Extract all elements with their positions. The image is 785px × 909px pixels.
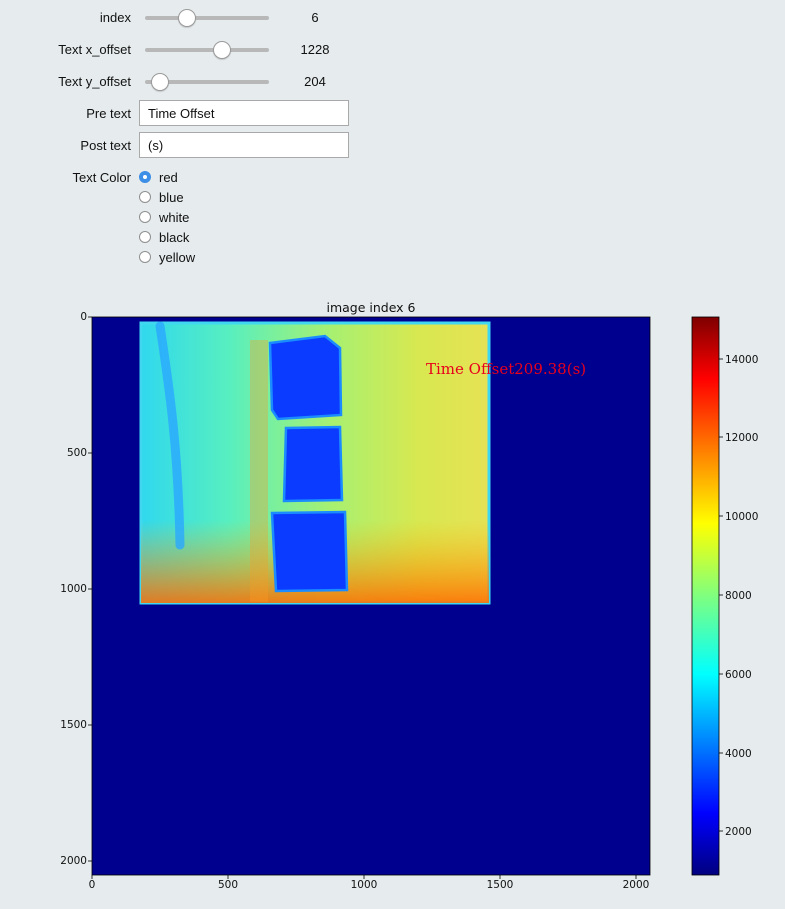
warm-band [141,520,489,603]
colorbar-tick-label: 4000 [725,748,752,760]
colorbar-tick-label: 6000 [725,669,752,681]
y-tick-label: 500 [67,447,87,459]
text-color-radio-white[interactable]: white [139,208,189,226]
dark-block-top [268,334,343,421]
colorbar-tick-label: 12000 [725,432,758,444]
radio-button[interactable] [139,211,151,223]
x-tick-label: 1500 [487,879,514,891]
y-tick-label: 2000 [60,855,87,867]
radio-button[interactable] [139,251,151,263]
colorbar-tick-label: 14000 [725,354,758,366]
radio-option-label: black [159,229,190,245]
overlay-text: Time Offset209.38(s) [426,360,586,378]
pre-text-label: Pre text [86,106,131,121]
text-color-radio-red[interactable]: red [139,168,178,186]
index-slider-thumb[interactable] [177,9,196,27]
pre-text-input[interactable] [139,100,349,126]
colorbar [691,316,720,876]
index-slider-track [145,16,269,20]
dark-block-middle [282,425,344,503]
radio-option-label: red [159,169,178,185]
y-tick-label: 1000 [60,583,87,595]
y-offset-slider-thumb[interactable] [150,73,169,91]
radio-option-label: yellow [159,249,196,265]
x-offset-slider-thumb[interactable] [212,41,231,59]
image-background [91,316,651,876]
sample-panel [141,323,489,603]
dark-block-bottom [270,510,349,593]
colorbar-tick-label: 10000 [725,511,758,523]
radio-option-label: white [159,209,190,225]
x-offset-slider[interactable] [145,41,269,59]
radio-button[interactable] [139,191,151,203]
y-offset-slider[interactable] [145,73,269,91]
y-offset-slider-track [145,80,269,84]
sample-panel-edge [139,321,491,605]
x-tick-label: 0 [89,879,96,891]
radio-button[interactable] [139,231,151,243]
warm-strip [250,340,268,602]
x-axis: 0 500 1000 1500 2000 [89,875,650,891]
colorbar-tick-label: 8000 [725,590,752,602]
x-tick-label: 1000 [351,879,378,891]
index-slider[interactable] [145,9,269,27]
x-offset-slider-track [145,48,269,52]
radio-option-label: blue [159,189,184,205]
post-text-label: Post text [80,138,131,153]
post-text-input[interactable] [139,132,349,158]
text-color-radio-black[interactable]: black [139,228,189,246]
index-value: 6 [311,10,319,25]
x-tick-label: 2000 [623,879,650,891]
radio-button[interactable] [139,171,151,183]
index-label: index [99,10,131,25]
tube-trace [155,321,185,550]
colorbar-ticks: 14000 12000 10000 8000 6000 4000 2000 [719,354,758,838]
colorbar-tick-label: 2000 [725,826,752,838]
text-color-label: Text Color [72,170,131,185]
y-offset-value: 204 [304,74,326,89]
x-offset-label: Text x_offset [58,42,131,57]
y-tick-label: 0 [80,311,87,323]
x-tick-label: 500 [218,879,238,891]
text-color-radio-yellow[interactable]: yellow [139,248,195,266]
y-axis: 0 500 1000 1500 2000 [60,311,92,867]
text-color-radio-blue[interactable]: blue [139,188,184,206]
plot-title: image index 6 [326,300,415,315]
y-tick-label: 1500 [60,719,87,731]
x-offset-value: 1228 [300,42,330,57]
y-offset-label: Text y_offset [58,74,131,89]
